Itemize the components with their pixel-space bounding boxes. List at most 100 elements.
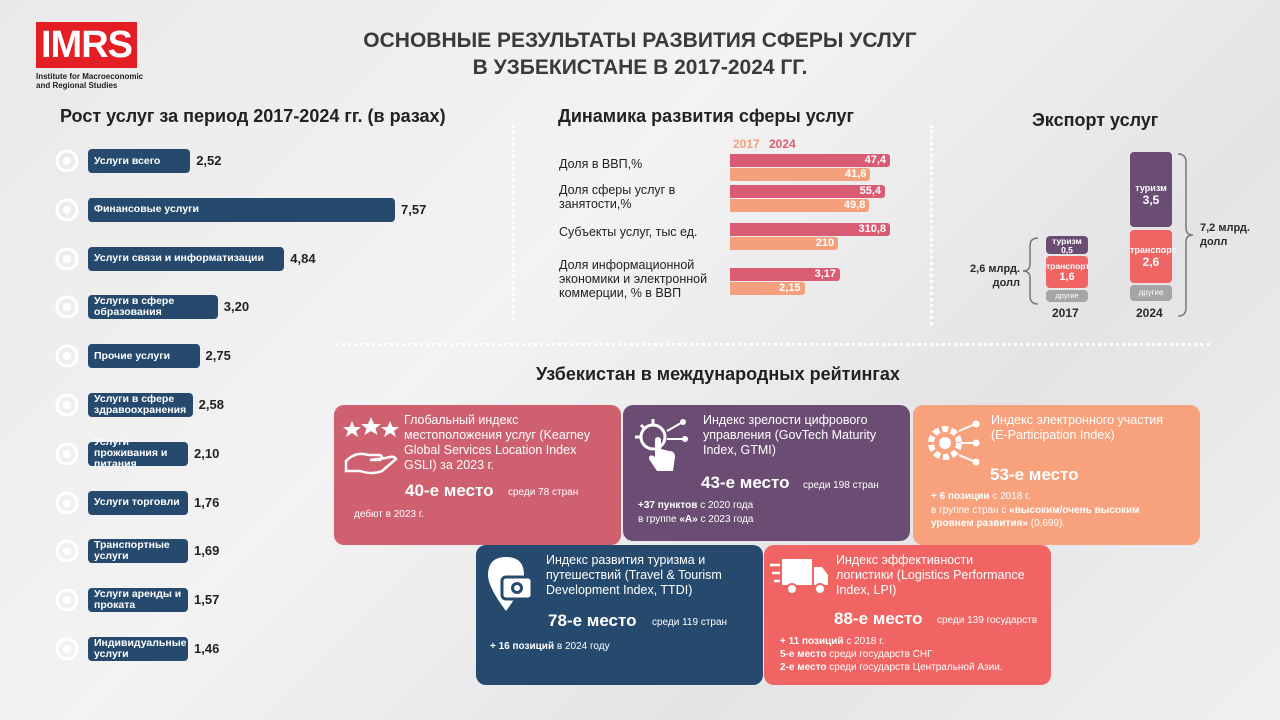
growth-row: Услуги торговли 1,76: [50, 490, 390, 518]
card-gtmi: Индекс зрелости цифрового управления (Gov…: [623, 405, 910, 541]
growth-value: 2,52: [196, 153, 222, 168]
export-2017-other: другие: [1046, 290, 1088, 302]
lpi-title: Индекс эффективности логистики (Logistics…: [836, 553, 1025, 597]
export-total-2017: 2,6 млрд. долл: [970, 263, 1020, 289]
dining-icon: [55, 442, 78, 465]
growth-row: Финансовые услуги 7,57: [50, 197, 426, 225]
ttdi-rank-suffix: среди 119 стран: [652, 617, 728, 628]
card-eparticipation: Индекс электронного участия (E-Participat…: [913, 405, 1200, 545]
growth-row: Транспортные услуги 1,69: [50, 538, 390, 566]
growth-value: 2,75: [205, 348, 231, 364]
gtmi-title: Индекс зрелости цифрового управления (Gov…: [703, 413, 877, 457]
epart-note-1: + 6 позиции с 2018 г.: [931, 491, 1031, 502]
dynamics-value-2024: 3,17: [814, 268, 836, 280]
dynamics-bar-2017: [730, 199, 870, 212]
export-title: Экспорт услуг: [1032, 110, 1159, 130]
gtmi-rank-suffix: среди 198 стран: [803, 480, 879, 491]
lpi-note-2: 5-е место среди государств СНГ: [780, 649, 933, 660]
export-2024-other: другие: [1130, 285, 1172, 301]
dynamics-category-label: Доля в ВВП,%: [559, 157, 643, 171]
growth-bar: Услуги связи и информатизации: [88, 246, 285, 271]
divider: [512, 125, 515, 320]
growth-bar: Услуги всего: [88, 149, 191, 173]
export-year-2024: 2024: [1136, 306, 1163, 320]
legend-2024: 2024: [769, 137, 796, 151]
legend-2017: 2017: [733, 137, 760, 151]
growth-bar-label: Индивидуальные услуги: [94, 637, 187, 660]
dynamics-value-2017: 41,6: [845, 168, 867, 180]
growth-bar-label: Услуги торговли: [94, 496, 180, 509]
dynamics-bar-2017: [730, 168, 871, 181]
growth-bar-label: Услуги аренды и проката: [94, 588, 182, 612]
growth-bar: Транспортные услуги: [88, 539, 188, 564]
dynamics-bar-2024: [730, 154, 890, 167]
dynamics-bar-2017: [730, 282, 805, 295]
page-title: ОСНОВНЫЕ РЕЗУЛЬТАТЫ РАЗВИТИЯ СФЕРЫ УСЛУГ…: [363, 29, 917, 79]
epart-title: Индекс электронного участия (E-Participat…: [991, 413, 1163, 442]
growth-bar-label: Услуги в сфере образования: [94, 295, 175, 319]
lpi-note-1: + 11 позиций с 2018 г.: [780, 636, 885, 647]
growth-value: 1,69: [194, 543, 220, 559]
growth-bar-label: Транспортные услуги: [94, 539, 170, 563]
divider: [335, 343, 1210, 346]
export-2024-transport: транспорт 2,6: [1130, 230, 1176, 283]
gtmi-rank: 43-е место: [701, 473, 790, 492]
growth-bar-label: Услуги в сфере здравоохранения: [94, 393, 187, 416]
dynamics-value-2024: 47,4: [864, 154, 886, 166]
lpi-note-3: 2-е место среди государств Центральной А…: [780, 662, 1003, 673]
dynamics-bar-2024: [730, 185, 885, 198]
grid-icon: [55, 344, 78, 368]
export-year-2017: 2017: [1052, 306, 1079, 320]
gsli-rank: 40-е место: [405, 481, 494, 500]
coins-icon: [55, 198, 78, 221]
dynamics-value-2024: 55,4: [859, 185, 881, 197]
growth-row: Услуги связи и информатизации 4,84: [50, 246, 390, 274]
card-gsli: Глобальный индекс местоположения услуг (K…: [334, 405, 621, 545]
growth-row: Услуги в сфере здравоохранения 2,58: [50, 392, 390, 420]
dynamics-category-label: Доля сферы услуг в занятости,%: [559, 183, 676, 211]
gsli-rank-suffix: среди 78 стран: [508, 487, 579, 498]
clock-24h-icon: [55, 149, 78, 172]
gsli-note: дебют в 2023 г.: [354, 509, 424, 520]
dynamics-value-2017: 2,15: [779, 282, 801, 294]
growth-bar: Прочие услуги: [88, 344, 200, 369]
growth-row: Услуги всего 2,52: [50, 148, 390, 176]
growth-bar-label: Прочие услуги: [94, 349, 171, 362]
location-camera-icon: [488, 557, 534, 611]
truck-icon: [55, 539, 78, 563]
epart-rank: 53-е место: [990, 465, 1079, 484]
growth-bar: Услуги аренды и проката: [88, 588, 188, 613]
growth-bar: Индивидуальные услуги: [88, 637, 188, 661]
growth-row: Индивидуальные услуги 1,46: [50, 636, 390, 664]
dynamics-title: Динамика развития сферы услуг: [558, 106, 855, 126]
card-lpi: Индекс эффективности логистики (Logistics…: [764, 545, 1051, 685]
ttdi-title: Индекс развития туризма и путешествий (Tr…: [546, 553, 722, 597]
growth-value: 1,76: [194, 494, 220, 510]
graduation-cap-icon: [55, 295, 78, 319]
export-2024-tourism: туризм 3,5: [1130, 152, 1172, 227]
ttdi-note: + 16 позиций в 2024 году: [490, 641, 610, 652]
divider: [930, 125, 933, 325]
growth-row: Прочие услуги 2,75: [50, 343, 390, 371]
export-2017-tourism: туризм 0,5: [1046, 236, 1088, 255]
delivery-truck-icon: [770, 559, 828, 595]
growth-bar: Услуги в сфере здравоохранения: [88, 393, 193, 417]
gsli-title: Глобальный индекс местоположения услуг (K…: [404, 413, 591, 472]
dynamics-value-2024: 310,8: [858, 223, 886, 235]
person-icon: [55, 637, 78, 660]
growth-bar-label: Услуги всего: [94, 154, 161, 167]
lpi-rank: 88-е место: [834, 609, 923, 628]
dynamics-category-label: Доля информационной экономики и электрон…: [559, 258, 708, 300]
logo-subtitle: Institute for Macroeconomic and Regional …: [36, 72, 144, 90]
gear-network-icon: [928, 420, 980, 466]
gtmi-note-1: +37 пунктов с 2020 года: [638, 500, 754, 511]
heart-pulse-icon: [55, 393, 78, 416]
gtmi-note-2: в группе «А» с 2023 года: [638, 514, 754, 525]
touch-circuit-icon: [635, 419, 688, 471]
dynamics-value-2017: 210: [815, 237, 835, 249]
ratings-title: Узбекистан в международных рейтингах: [536, 364, 900, 384]
epart-note-2: в группе стран с «высоким/очень высоким: [931, 505, 1140, 516]
dynamics-bar-2024: [730, 268, 840, 281]
growth-value: 4,84: [290, 250, 316, 266]
growth-bar-label: Услуги проживания и питания: [94, 436, 168, 471]
